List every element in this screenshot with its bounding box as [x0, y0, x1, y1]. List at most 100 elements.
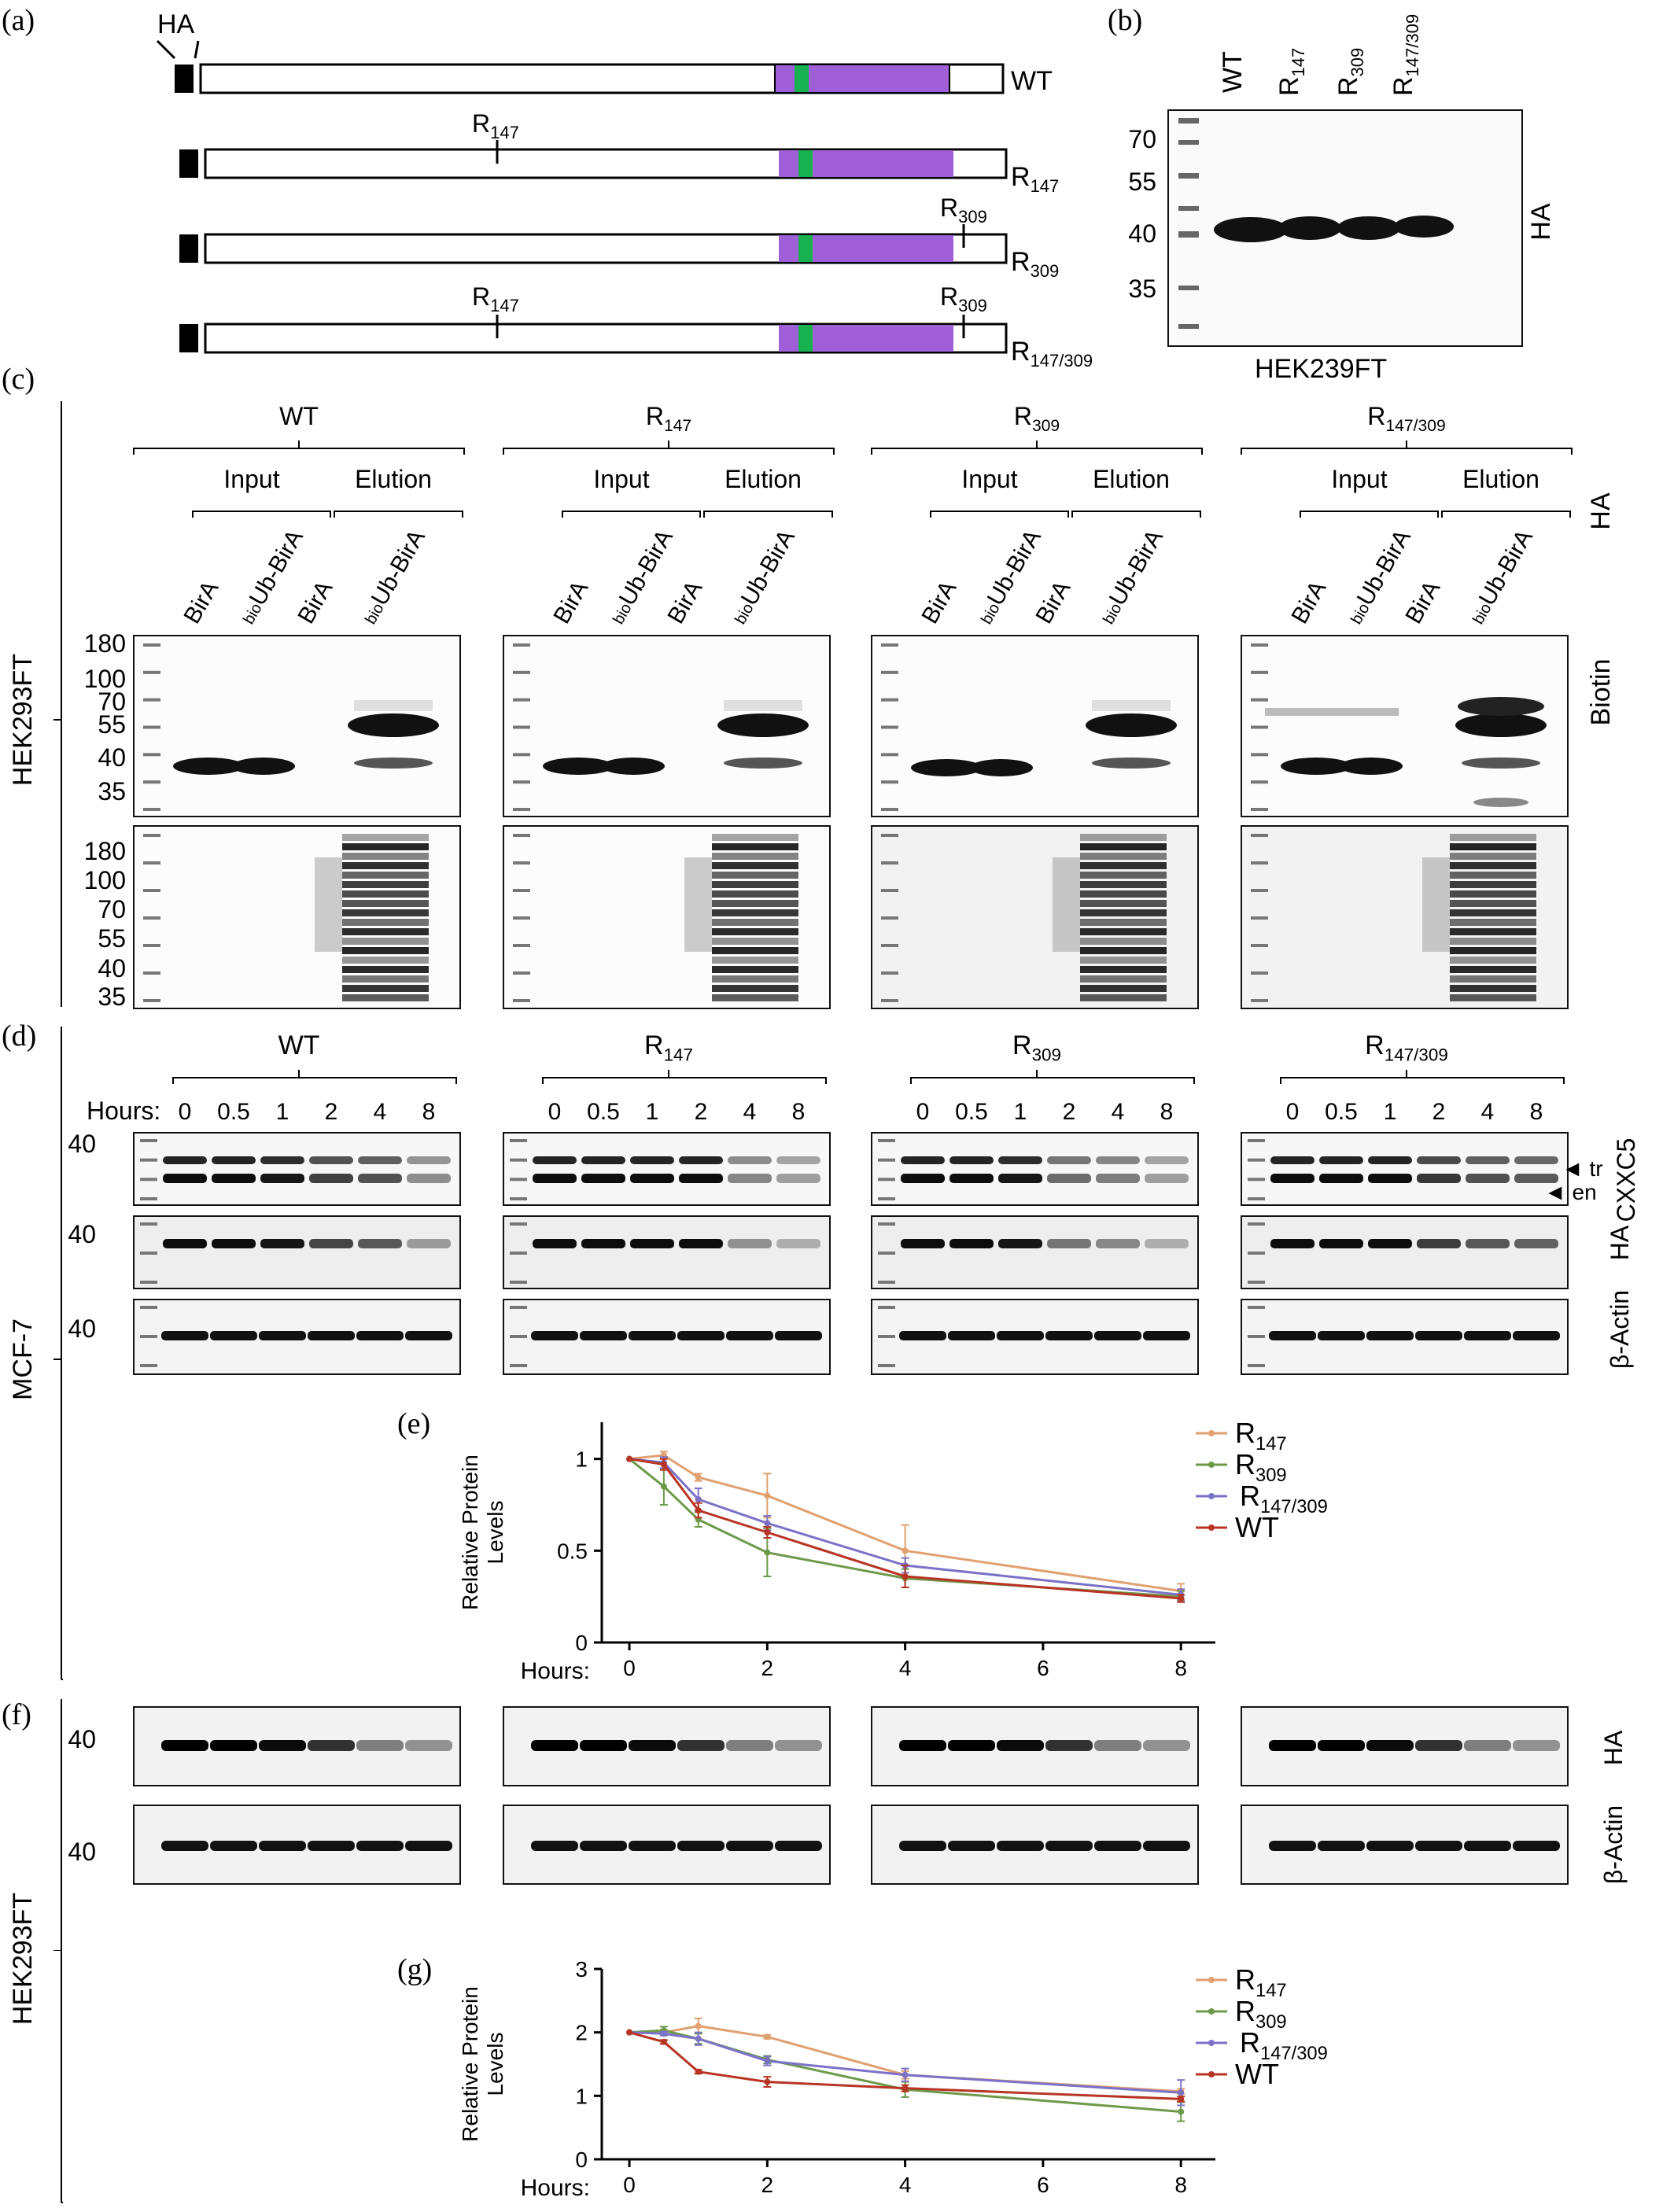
- data-point: [660, 1483, 667, 1490]
- svg-text:Elution: Elution: [725, 465, 802, 493]
- chart-g: 0 1 2 3 0 2 4 6 8 Hours: Relative ProteinLevels R14…: [441, 1955, 1416, 2208]
- data-point: [626, 1455, 633, 1462]
- svg-text:70: 70: [98, 688, 126, 716]
- x-tick-label: 2: [761, 2173, 774, 2197]
- svg-text:55: 55: [98, 924, 126, 953]
- y-tick-label: 1: [575, 1447, 588, 1472]
- panel-d-group-1: R147 0 0.5 1 2 4 8: [503, 1030, 831, 1375]
- timepoint-label: 2: [1063, 1099, 1076, 1125]
- data-point: [764, 1549, 771, 1556]
- svg-text:R309: R309: [1014, 402, 1060, 435]
- svg-text:R147: R147: [644, 1030, 693, 1065]
- timepoint-label: 2: [695, 1099, 708, 1125]
- panel-b: WT R147 R309 R147/309 70 55 40 35 HA HE: [1109, 0, 1674, 384]
- timepoint-label: 0: [916, 1099, 930, 1125]
- cell-line-d: MCF-7: [8, 1318, 38, 1400]
- panel-d-group-2: R309 0 0.5 1 2 4 8: [871, 1030, 1199, 1375]
- chart-e: 0 0.5 1 0 2 4 6 8 Hours: Relative ProteinLevels R1…: [441, 1408, 1416, 1691]
- data-point: [1178, 2089, 1185, 2096]
- timepoint-label: 8: [1160, 1099, 1174, 1125]
- lane-wt: WT: [1218, 51, 1248, 93]
- timepoint-label: 4: [743, 1099, 757, 1125]
- timepoint-label: 4: [374, 1099, 387, 1125]
- y-axis-label: Relative ProteinLevels: [458, 1986, 507, 2142]
- data-point: [764, 2033, 771, 2041]
- label-actin-d: β-Actin: [1606, 1290, 1634, 1369]
- svg-text:R147/309: R147/309: [1365, 1030, 1448, 1065]
- construct-r147-309: R147 R309 R147/309: [179, 282, 1093, 371]
- data-point: [1178, 1595, 1185, 1602]
- bracket-d-lower: [0, 1408, 68, 1691]
- timepoint-label: 0.5: [217, 1099, 250, 1125]
- timepoint-label: 8: [422, 1099, 436, 1125]
- lane-label: BirA: [179, 577, 223, 629]
- x-tick-label: 6: [1037, 2173, 1049, 2197]
- svg-text:R309: R309: [1012, 1030, 1061, 1065]
- svg-text:100: 100: [84, 866, 126, 894]
- svg-text:55: 55: [98, 710, 126, 739]
- timepoint-label: 1: [646, 1099, 659, 1125]
- y-tick-label: 3: [575, 1957, 588, 1982]
- construct-diagram: HA WT R147 R147: [156, 9, 1093, 371]
- data-point: [695, 1496, 702, 1502]
- series-line: [629, 1458, 1182, 1596]
- panel-label-d: (d): [2, 1019, 37, 1053]
- data-point: [626, 2029, 633, 2036]
- panel-d: MCF-7 Hours: WT 0 0.5 1 2 4 8 R147 0 0.5 1 2 4 8 R309 0…: [0, 1015, 1674, 1676]
- data-point: [660, 2030, 667, 2037]
- label-cxxc5: CXXC5: [1612, 1138, 1640, 1222]
- band-en: ◄ en: [1544, 1180, 1597, 1204]
- bracket-f: HEK293FT: [0, 1699, 68, 2208]
- data-point: [695, 2068, 702, 2075]
- panel-label-a: (a): [2, 4, 35, 37]
- hours-label-d: Hours:: [87, 1097, 160, 1125]
- lane-label: bioUb-BirA: [356, 525, 430, 629]
- svg-text:40: 40: [68, 1314, 96, 1343]
- panel-d-svg: MCF-7 Hours: WT 0 0.5 1 2 4 8 R147 0 0.5 1 2 4 8 R309 0…: [8, 1027, 1640, 1676]
- data-point: [764, 1492, 771, 1499]
- data-point: [764, 1520, 771, 1527]
- svg-text:180: 180: [84, 837, 126, 865]
- timepoint-label: 1: [1014, 1099, 1027, 1125]
- data-point: [902, 1573, 909, 1580]
- construct-wt: WT: [175, 63, 1053, 96]
- label-ha-f: HA: [1599, 1730, 1628, 1765]
- svg-text:R147: R147: [472, 282, 519, 315]
- panel-d-group-0: WT 0 0.5 1 2 4 8: [133, 1030, 461, 1375]
- ha-tag-label: HA: [157, 9, 195, 39]
- antibody-b: HA: [1526, 203, 1556, 241]
- svg-text:R147: R147: [1274, 48, 1308, 96]
- label-biotin-c: Biotin: [1586, 658, 1616, 725]
- svg-text:Input: Input: [961, 465, 1017, 493]
- timepoint-label: 8: [1530, 1099, 1543, 1125]
- data-point: [695, 2035, 702, 2042]
- svg-text:40: 40: [98, 743, 126, 772]
- panel-label-b: (b): [1108, 4, 1143, 37]
- panel-c: HEK293FT WT Input Elution BirA bioUb-BirA Bir…: [0, 385, 1674, 1015]
- legend-entry: WT: [1235, 2058, 1279, 2090]
- x-axis-label: Hours:: [521, 1658, 590, 1684]
- series-line: [629, 1454, 1182, 1593]
- data-point: [660, 1461, 667, 1468]
- svg-text:35: 35: [1128, 275, 1156, 303]
- svg-text:40: 40: [68, 1838, 96, 1866]
- x-tick-label: 4: [899, 2173, 912, 2197]
- x-tick-label: 2: [761, 1656, 774, 1680]
- svg-text:180: 180: [84, 629, 126, 658]
- lane-label: BirA: [916, 577, 961, 629]
- panel-f-group-3: [1241, 1706, 1569, 1885]
- svg-text:R147: R147: [472, 109, 519, 142]
- svg-text:Input: Input: [223, 465, 279, 493]
- svg-text:40: 40: [68, 1130, 96, 1158]
- panel-f: 40 40 HA β-Actin: [0, 1699, 1674, 2203]
- x-tick-label: 0: [623, 1656, 636, 1680]
- y-tick-label: 0: [575, 2147, 588, 2172]
- panel-label-e: (e): [397, 1407, 431, 1440]
- timepoint-label: 4: [1481, 1099, 1495, 1125]
- label-ha-c: HA: [1586, 492, 1616, 530]
